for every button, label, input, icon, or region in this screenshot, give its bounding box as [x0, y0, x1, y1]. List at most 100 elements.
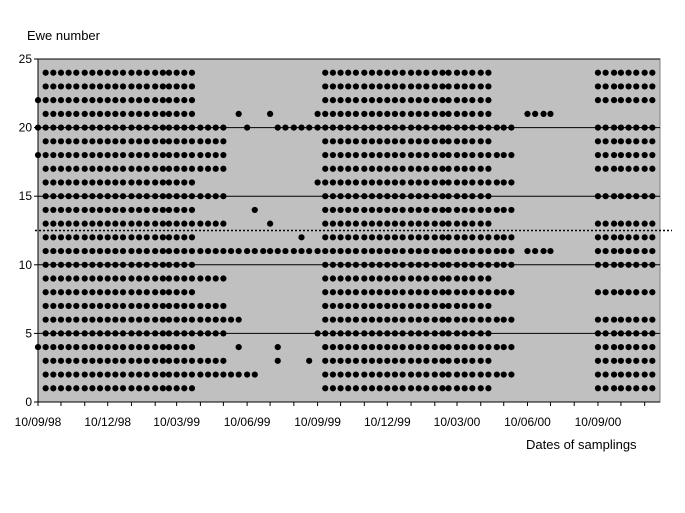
data-point — [143, 385, 150, 392]
data-point — [610, 371, 618, 378]
data-point — [477, 151, 484, 159]
data-point — [469, 316, 476, 323]
data-point — [641, 357, 648, 364]
data-point — [322, 69, 329, 76]
data-point — [181, 247, 188, 255]
data-point — [128, 124, 135, 131]
data-point — [322, 110, 329, 117]
data-point — [165, 234, 173, 241]
data-point — [641, 165, 648, 172]
data-point — [445, 193, 452, 200]
data-point — [112, 220, 119, 227]
data-point — [337, 165, 344, 172]
data-point — [81, 220, 88, 227]
data-point — [361, 179, 368, 186]
data-point — [165, 247, 173, 255]
data-point — [602, 138, 609, 145]
data-point — [485, 193, 492, 200]
data-point — [73, 69, 80, 76]
data-point — [81, 234, 88, 241]
data-point — [212, 124, 219, 131]
data-point — [368, 234, 376, 241]
data-point — [602, 151, 609, 159]
data-point — [423, 193, 430, 200]
data-point — [384, 385, 391, 392]
data-point — [431, 234, 438, 241]
data-point — [267, 220, 274, 227]
data-point — [81, 97, 88, 104]
data-point — [212, 316, 219, 323]
data-point — [197, 220, 204, 227]
data-point — [431, 275, 438, 282]
data-point — [368, 165, 376, 172]
data-point — [173, 138, 180, 145]
data-point — [173, 289, 180, 296]
data-point — [143, 275, 150, 282]
data-point — [617, 151, 625, 159]
data-point — [220, 151, 227, 159]
data-point — [391, 247, 399, 255]
x-tick-label: 10/12/98 — [84, 415, 131, 429]
data-point — [181, 206, 188, 214]
data-point — [89, 110, 96, 117]
data-point — [391, 316, 399, 323]
data-point — [329, 97, 337, 104]
data-point — [625, 193, 632, 200]
data-point — [119, 151, 127, 159]
data-point — [119, 138, 127, 145]
data-point — [617, 69, 625, 76]
data-point — [244, 124, 251, 131]
data-point — [96, 151, 104, 159]
data-point — [112, 289, 119, 296]
data-point — [96, 330, 104, 337]
data-point — [431, 357, 438, 364]
data-point — [119, 206, 127, 214]
data-point — [407, 330, 415, 337]
data-point — [453, 289, 461, 296]
data-point — [322, 97, 329, 104]
data-point — [352, 110, 359, 117]
data-point — [407, 97, 415, 104]
data-point — [73, 110, 80, 117]
data-point — [594, 83, 602, 90]
data-point — [152, 289, 159, 296]
data-point — [73, 138, 80, 145]
data-point — [508, 124, 515, 131]
data-point — [439, 275, 446, 282]
data-point — [399, 97, 406, 104]
data-point — [617, 357, 625, 364]
data-point — [625, 330, 632, 337]
data-point — [322, 330, 329, 337]
data-point — [112, 179, 119, 186]
data-point — [485, 151, 492, 159]
data-point — [407, 83, 415, 90]
data-point — [407, 124, 415, 131]
data-point — [197, 302, 204, 310]
data-point — [112, 151, 119, 159]
data-point — [65, 261, 72, 268]
data-point — [423, 247, 430, 255]
data-point — [469, 289, 476, 296]
data-point — [322, 83, 329, 90]
data-point — [453, 110, 461, 117]
data-point — [50, 220, 57, 227]
data-point — [96, 344, 104, 351]
data-point — [337, 247, 344, 255]
data-point — [152, 357, 159, 364]
data-point — [391, 97, 399, 104]
data-point — [119, 371, 127, 378]
data-point — [181, 302, 188, 310]
data-point — [368, 193, 376, 200]
x-tick-label: 10/12/99 — [364, 415, 411, 429]
data-point — [89, 165, 96, 172]
data-point — [173, 83, 180, 90]
data-point — [649, 330, 656, 337]
data-point — [128, 179, 135, 186]
data-point — [610, 193, 618, 200]
data-point — [439, 261, 446, 268]
data-point — [159, 302, 166, 310]
data-point — [368, 206, 376, 214]
data-point — [352, 344, 359, 351]
data-point — [152, 138, 159, 145]
data-point — [329, 234, 337, 241]
